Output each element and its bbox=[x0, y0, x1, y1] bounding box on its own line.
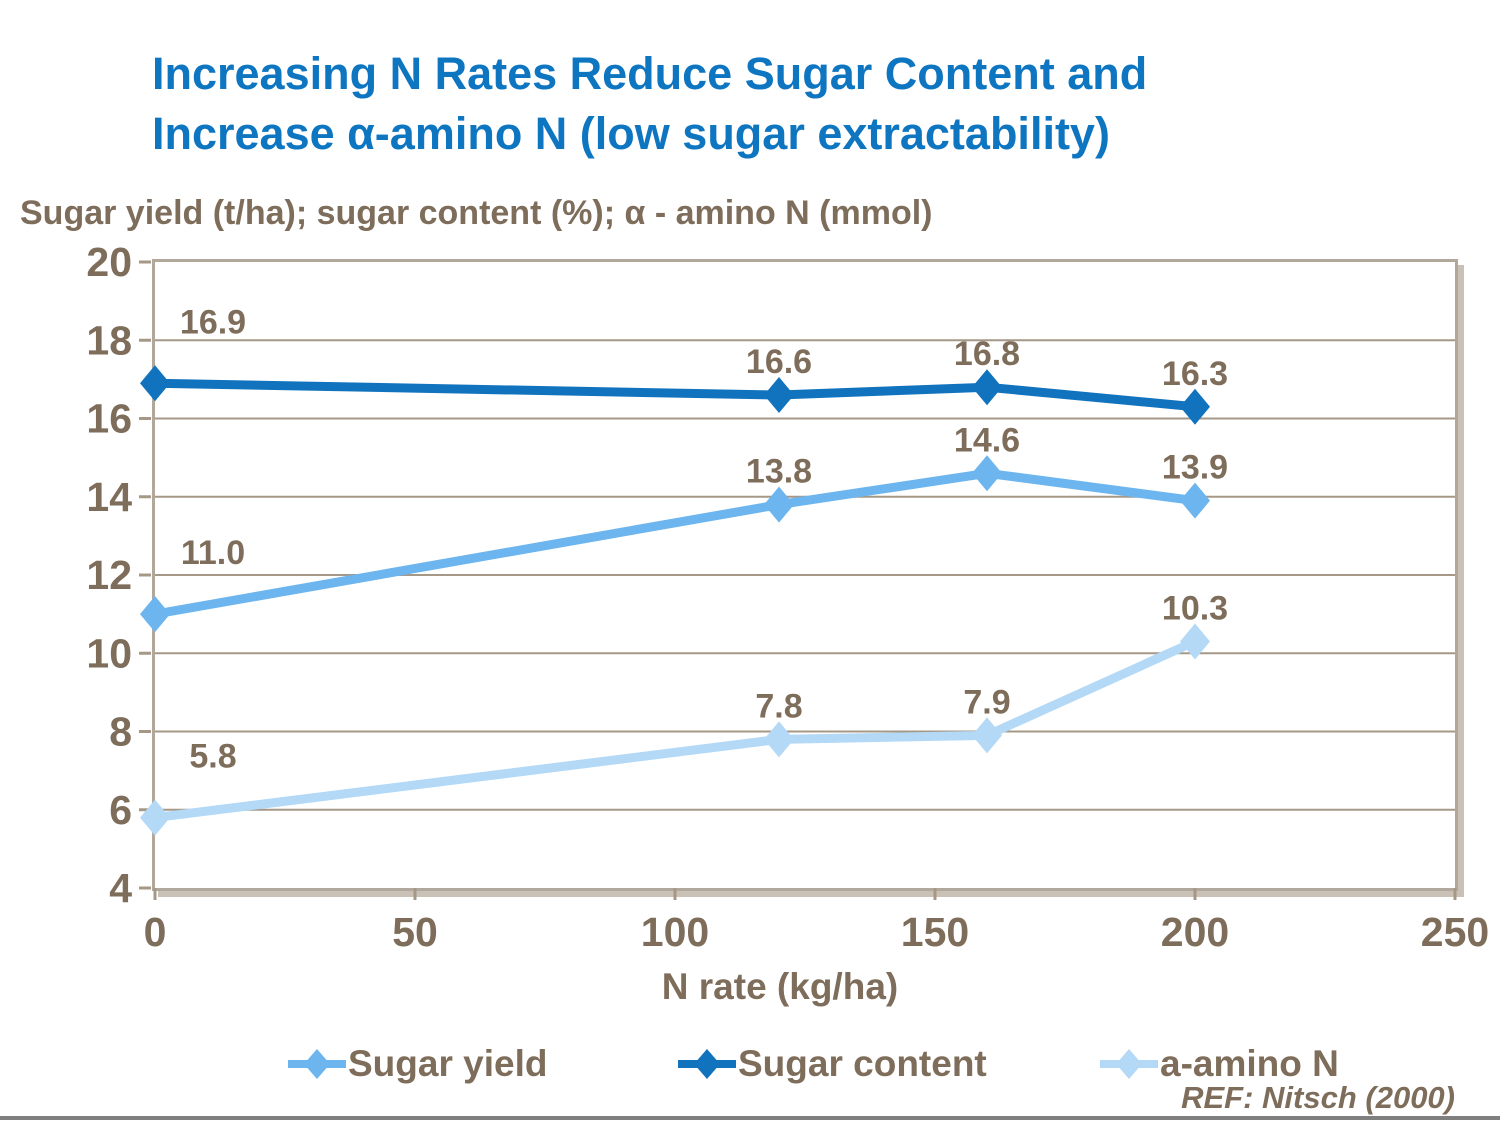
data-label: 7.8 bbox=[755, 687, 802, 725]
data-label: 16.6 bbox=[746, 343, 812, 381]
data-point-marker bbox=[972, 455, 1002, 492]
series-line bbox=[150, 378, 1200, 412]
series-line bbox=[150, 637, 1200, 823]
data-point-marker bbox=[1180, 482, 1210, 519]
data-point-marker bbox=[1180, 623, 1210, 660]
data-label: 10.3 bbox=[1162, 590, 1228, 628]
x-tick-label: 150 bbox=[901, 909, 969, 955]
data-point-marker bbox=[140, 799, 170, 836]
y-tick-label: 4 bbox=[109, 865, 132, 911]
page-title-line-1: Increasing N Rates Reduce Sugar Content … bbox=[152, 48, 1148, 99]
data-point-marker bbox=[140, 596, 170, 633]
data-label: 5.8 bbox=[189, 738, 236, 776]
y-tick-label: 18 bbox=[86, 317, 132, 363]
y-tick-label: 12 bbox=[86, 552, 132, 598]
data-point-marker bbox=[1180, 388, 1210, 425]
legend-marker-sugar-yield-icon bbox=[288, 1049, 346, 1079]
data-label: 14.6 bbox=[954, 421, 1020, 459]
data-point-marker bbox=[764, 486, 794, 523]
reference-note: REF: Nitsch (2000) bbox=[1181, 1080, 1455, 1115]
y-tick-label: 16 bbox=[86, 396, 132, 442]
y-tick-label: 6 bbox=[109, 787, 132, 833]
data-label: 13.9 bbox=[1162, 449, 1228, 487]
data-label: 16.8 bbox=[954, 335, 1020, 373]
page-title: Increasing N Rates Reduce Sugar Content … bbox=[152, 44, 1392, 164]
x-tick-label: 200 bbox=[1161, 909, 1229, 955]
x-tick-label: 50 bbox=[392, 909, 438, 955]
data-point-marker bbox=[972, 717, 1002, 754]
y-axis-caption: Sugar yield (t/ha); sugar content (%); α… bbox=[20, 194, 933, 232]
data-label: 13.8 bbox=[746, 453, 812, 491]
legend-marker-sugar-content-icon bbox=[678, 1049, 736, 1079]
y-tick-label: 20 bbox=[86, 239, 132, 285]
data-point-marker bbox=[140, 365, 170, 402]
x-tick-label: 0 bbox=[144, 909, 167, 955]
data-label: 11.0 bbox=[181, 534, 245, 572]
x-tick-label: 250 bbox=[1421, 909, 1489, 955]
x-tick-label: 100 bbox=[641, 909, 709, 955]
legend-label-sugar-yield: Sugar yield bbox=[348, 1043, 548, 1084]
legend-item-sugar-yield: Sugar yield bbox=[288, 1042, 547, 1086]
data-point-marker bbox=[972, 369, 1002, 406]
data-label: 16.3 bbox=[1162, 355, 1228, 393]
legend-item-a-amino-n: a-amino N bbox=[1100, 1042, 1339, 1086]
data-point-marker bbox=[764, 721, 794, 758]
y-tick-label: 14 bbox=[86, 474, 132, 520]
y-tick-label: 8 bbox=[109, 709, 132, 755]
x-axis-title: N rate (kg/ha) bbox=[661, 966, 899, 1007]
y-tick-label: 10 bbox=[86, 630, 132, 676]
legend-item-sugar-content: Sugar content bbox=[678, 1042, 987, 1086]
legend-label-sugar-content: Sugar content bbox=[738, 1043, 987, 1084]
data-label: 16.9 bbox=[180, 303, 246, 341]
data-label: 7.9 bbox=[963, 683, 1010, 721]
bottom-divider bbox=[0, 1116, 1500, 1120]
legend-marker-a-amino-n-icon bbox=[1100, 1049, 1158, 1079]
series-line bbox=[150, 468, 1200, 619]
data-point-marker bbox=[764, 377, 794, 414]
legend-label-a-amino-n: a-amino N bbox=[1160, 1043, 1339, 1084]
page-title-line-2: Increase α-amino N (low sugar extractabi… bbox=[152, 108, 1110, 159]
